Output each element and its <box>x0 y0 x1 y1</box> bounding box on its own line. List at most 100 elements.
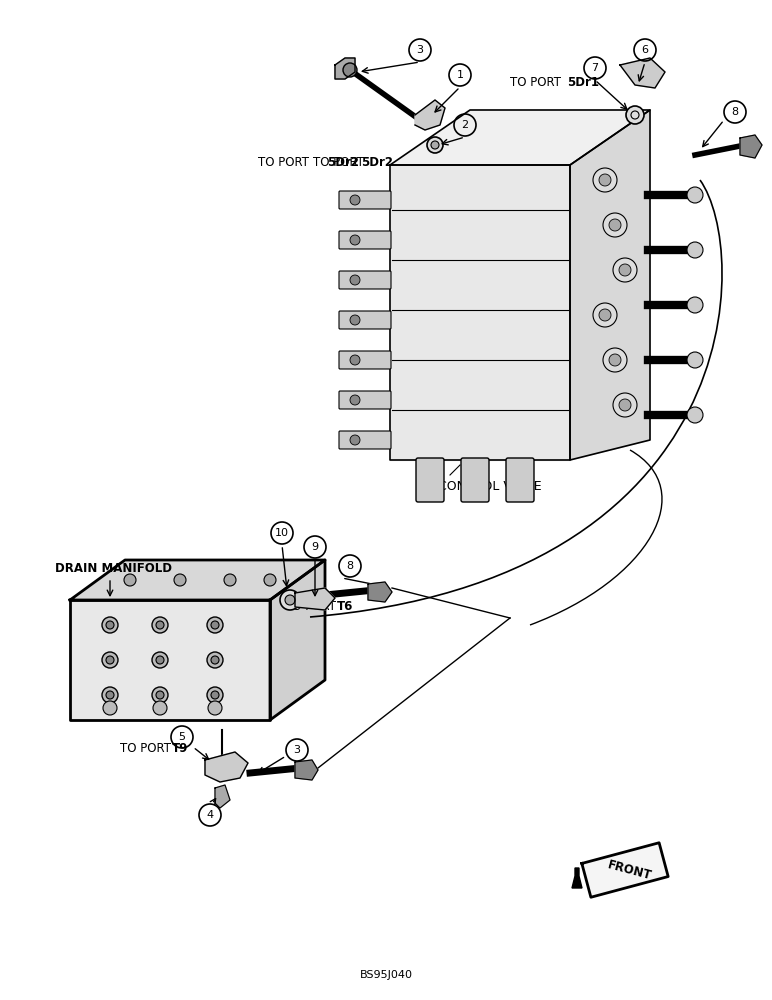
Text: 2: 2 <box>462 120 469 130</box>
Circle shape <box>156 691 164 699</box>
Text: TO PORT: TO PORT <box>120 742 174 754</box>
Polygon shape <box>620 58 665 88</box>
Circle shape <box>687 352 703 368</box>
FancyBboxPatch shape <box>339 191 391 209</box>
Text: T6: T6 <box>337 600 354 613</box>
Circle shape <box>350 315 360 325</box>
Circle shape <box>207 652 223 668</box>
Circle shape <box>106 691 114 699</box>
Circle shape <box>285 595 295 605</box>
Text: TO PORT: TO PORT <box>313 155 367 168</box>
Polygon shape <box>295 760 318 780</box>
FancyBboxPatch shape <box>416 458 444 502</box>
Circle shape <box>156 656 164 664</box>
Circle shape <box>174 574 186 586</box>
Polygon shape <box>335 58 355 79</box>
Circle shape <box>350 395 360 405</box>
Polygon shape <box>572 868 582 888</box>
Circle shape <box>211 691 219 699</box>
Text: 10: 10 <box>275 528 289 538</box>
Text: 7: 7 <box>591 63 598 73</box>
Circle shape <box>603 348 627 372</box>
Circle shape <box>207 687 223 703</box>
Circle shape <box>152 652 168 668</box>
Polygon shape <box>570 110 650 460</box>
Polygon shape <box>70 600 270 720</box>
Text: TO PORT: TO PORT <box>510 76 565 89</box>
Circle shape <box>687 407 703 423</box>
Circle shape <box>208 701 222 715</box>
Circle shape <box>156 621 164 629</box>
Text: 3: 3 <box>417 45 424 55</box>
FancyBboxPatch shape <box>339 431 391 449</box>
Circle shape <box>609 219 621 231</box>
Circle shape <box>350 275 360 285</box>
Circle shape <box>593 168 617 192</box>
Circle shape <box>102 652 118 668</box>
Circle shape <box>103 701 117 715</box>
Text: 8: 8 <box>731 107 739 117</box>
Text: 6: 6 <box>642 45 648 55</box>
Text: 1: 1 <box>456 70 463 80</box>
Circle shape <box>106 621 114 629</box>
Circle shape <box>599 309 611 321</box>
Circle shape <box>211 656 219 664</box>
Polygon shape <box>582 843 669 897</box>
Polygon shape <box>390 110 650 165</box>
Circle shape <box>619 264 631 276</box>
Circle shape <box>687 242 703 258</box>
Text: TO PORT: TO PORT <box>285 600 340 613</box>
Circle shape <box>106 656 114 664</box>
Circle shape <box>427 137 443 153</box>
Circle shape <box>207 617 223 633</box>
Text: T9: T9 <box>172 742 188 754</box>
Circle shape <box>102 687 118 703</box>
Circle shape <box>211 621 219 629</box>
Text: 5Dr2: 5Dr2 <box>327 155 359 168</box>
FancyBboxPatch shape <box>339 231 391 249</box>
Polygon shape <box>390 165 570 460</box>
Circle shape <box>350 355 360 365</box>
Circle shape <box>350 235 360 245</box>
Polygon shape <box>205 752 248 782</box>
Circle shape <box>619 399 631 411</box>
Circle shape <box>224 574 236 586</box>
FancyBboxPatch shape <box>461 458 489 502</box>
Polygon shape <box>70 560 325 600</box>
Polygon shape <box>415 100 445 130</box>
FancyBboxPatch shape <box>339 351 391 369</box>
Circle shape <box>153 701 167 715</box>
FancyBboxPatch shape <box>339 311 391 329</box>
Circle shape <box>350 435 360 445</box>
Text: 5: 5 <box>178 732 185 742</box>
Circle shape <box>687 297 703 313</box>
Text: BS95J040: BS95J040 <box>360 970 412 980</box>
Text: FRONT: FRONT <box>607 858 654 882</box>
Circle shape <box>593 303 617 327</box>
FancyBboxPatch shape <box>506 458 534 502</box>
Text: 5Dr2: 5Dr2 <box>361 155 393 168</box>
Circle shape <box>152 687 168 703</box>
Text: 5Dr1: 5Dr1 <box>567 76 599 89</box>
Circle shape <box>264 574 276 586</box>
Circle shape <box>102 617 118 633</box>
Circle shape <box>124 574 136 586</box>
Circle shape <box>609 354 621 366</box>
Polygon shape <box>295 588 335 610</box>
Text: 8: 8 <box>347 561 354 571</box>
Circle shape <box>431 141 439 149</box>
Circle shape <box>687 187 703 203</box>
Text: DRAIN MANIFOLD: DRAIN MANIFOLD <box>55 562 172 574</box>
Polygon shape <box>368 582 392 602</box>
FancyBboxPatch shape <box>339 271 391 289</box>
Text: 9: 9 <box>311 542 319 552</box>
FancyBboxPatch shape <box>339 391 391 409</box>
Circle shape <box>626 106 644 124</box>
Text: CONTROL VALVE: CONTROL VALVE <box>438 480 542 493</box>
Polygon shape <box>740 135 762 158</box>
Text: TO PORT: TO PORT <box>259 155 313 168</box>
Text: 3: 3 <box>293 745 300 755</box>
Circle shape <box>350 195 360 205</box>
Polygon shape <box>215 785 230 808</box>
Text: 4: 4 <box>206 810 214 820</box>
